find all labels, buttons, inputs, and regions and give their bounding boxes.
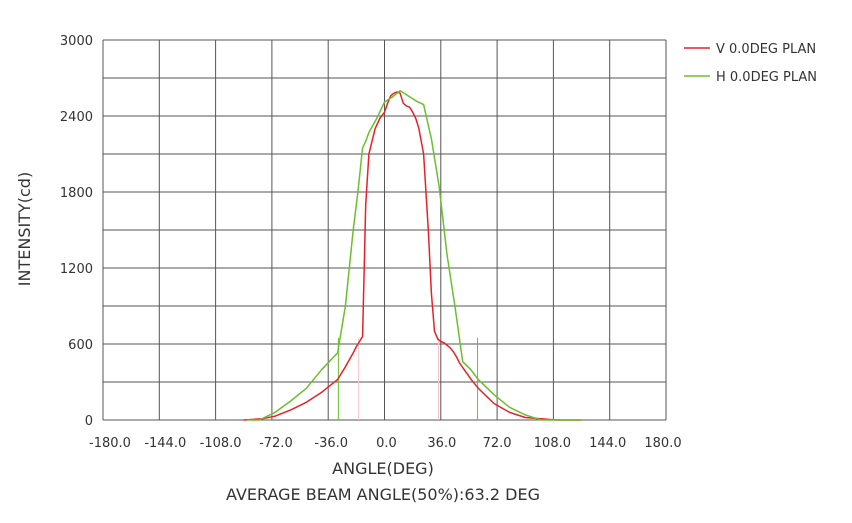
x-tick-label: -72.0 — [259, 436, 293, 451]
x-tick-label: -36.0 — [314, 436, 348, 451]
y-tick-label: 1200 — [60, 262, 93, 277]
series-line-h-plan — [246, 89, 582, 421]
y-tick-labels: 0 600 1200 1800 2400 3000 — [60, 34, 93, 429]
x-tick-label: -108.0 — [200, 436, 242, 451]
y-tick-label: 3000 — [60, 34, 93, 49]
legend: V 0.0DEG PLAN H 0.0DEG PLAN — [684, 42, 817, 85]
x-tick-label: 0.0 — [376, 436, 397, 451]
grid — [102, 39, 667, 421]
x-tick-labels: -180.0 -144.0 -108.0 -72.0 -36.0 0.0 36.0 72.0 1… — [89, 436, 682, 451]
legend-label-v-plan: V 0.0DEG PLAN — [716, 42, 816, 57]
x-tick-label: 180.0 — [644, 436, 681, 451]
legend-label-h-plan: H 0.0DEG PLAN — [716, 70, 817, 85]
x-axis-title: ANGLE(DEG) — [332, 459, 434, 478]
x-tick-label: -180.0 — [89, 436, 131, 451]
y-tick-label: 1800 — [60, 186, 93, 201]
series-line-v-plan — [243, 91, 582, 421]
y-tick-label: 0 — [85, 414, 93, 429]
series-lines — [243, 89, 582, 421]
y-tick-label: 600 — [68, 338, 93, 353]
x-tick-label: 144.0 — [589, 436, 626, 451]
x-tick-label: -144.0 — [144, 436, 186, 451]
x-tick-label: 36.0 — [427, 436, 456, 451]
beam-angle-markers — [337, 337, 479, 420]
x-tick-label: 108.0 — [534, 436, 571, 451]
y-tick-label: 2400 — [60, 110, 93, 125]
chart-subtitle: AVERAGE BEAM ANGLE(50%):63.2 DEG — [226, 485, 540, 504]
y-axis-title: INTENSITY(cd) — [15, 172, 34, 286]
x-tick-label: 72.0 — [483, 436, 512, 451]
